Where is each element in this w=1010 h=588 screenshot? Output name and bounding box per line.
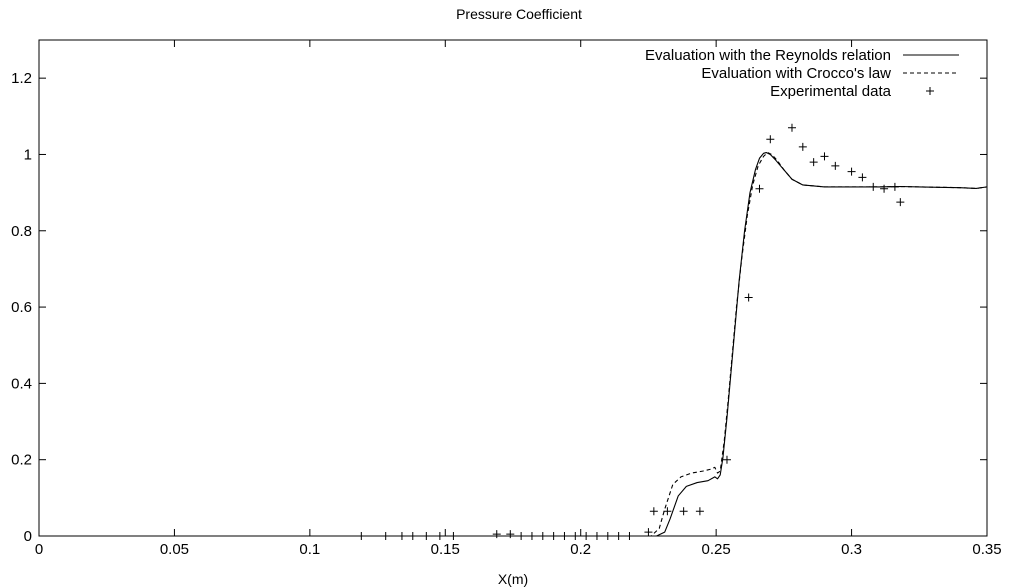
series-experimental-data (357, 123, 905, 540)
data-point (831, 161, 840, 170)
y-tick-label: 1 (24, 146, 32, 163)
legend-entry-label: Evaluation with the Reynolds relation (645, 47, 891, 64)
data-point (603, 532, 612, 540)
data-point (679, 507, 688, 516)
data-point (809, 158, 818, 167)
data-point (492, 530, 501, 539)
data-point (592, 532, 601, 540)
data-point (755, 184, 764, 193)
data-point (506, 530, 515, 539)
legend: Evaluation with the Reynolds relationEva… (645, 47, 959, 100)
data-point (649, 507, 658, 516)
data-point (549, 532, 558, 540)
x-tick-label: 0.1 (299, 541, 320, 558)
data-point (538, 532, 547, 540)
data-point (625, 532, 634, 540)
y-tick-label: 0.2 (11, 452, 32, 469)
data-point (890, 182, 899, 191)
legend-entry-label: Evaluation with Crocco's law (701, 65, 891, 82)
x-tick-label: 0 (35, 541, 43, 558)
data-point (644, 528, 653, 537)
plot-frame (38, 39, 988, 537)
data-point (744, 293, 753, 302)
data-point (858, 173, 867, 182)
data-point (582, 532, 591, 540)
data-point (847, 167, 856, 176)
x-tick-label: 0.2 (570, 541, 591, 558)
data-point (517, 532, 526, 540)
y-tick-label: 0 (24, 528, 32, 545)
data-point (820, 152, 829, 161)
chart-title: Pressure Coefficient (456, 6, 582, 22)
y-tick-label: 1.2 (11, 70, 32, 87)
data-point (422, 532, 431, 540)
data-point (449, 532, 458, 540)
series-line-crocco (39, 152, 988, 537)
series-line-reynolds (39, 152, 988, 537)
x-tick-label: 0.05 (160, 541, 189, 558)
data-point (798, 142, 807, 151)
data-point (397, 532, 406, 540)
data-point (722, 455, 731, 464)
data-point (663, 507, 672, 516)
data-point (381, 532, 390, 540)
y-tick-label: 0.8 (11, 223, 32, 240)
legend-entry-label: Experimental data (770, 83, 892, 100)
x-axis-label: X(m) (498, 571, 528, 587)
axis-ticks (38, 40, 988, 537)
data-point (560, 532, 569, 540)
legend-marker (926, 87, 934, 95)
series-layer (39, 123, 988, 540)
data-point (880, 184, 889, 193)
data-point (357, 532, 366, 540)
data-point (695, 507, 704, 516)
data-point (571, 532, 580, 540)
x-tick-label: 0.35 (972, 541, 1001, 558)
x-tick-label: 0.25 (702, 541, 731, 558)
data-point (408, 532, 417, 540)
data-point (869, 182, 878, 191)
data-point (527, 532, 536, 540)
data-point (435, 532, 444, 540)
data-point (787, 123, 796, 132)
x-tick-label: 0.3 (841, 541, 862, 558)
y-tick-label: 0.6 (11, 299, 32, 316)
data-point (614, 532, 623, 540)
data-point (896, 198, 905, 207)
data-point (766, 135, 775, 144)
y-tick-label: 0.4 (11, 375, 32, 392)
x-tick-label: 0.15 (431, 541, 460, 558)
axis-tick-labels: 0 0.05 0.1 0.15 0.2 0.25 0.3 0.35 0 0.2 0.4 0.6 0.8 1… (11, 70, 1001, 558)
